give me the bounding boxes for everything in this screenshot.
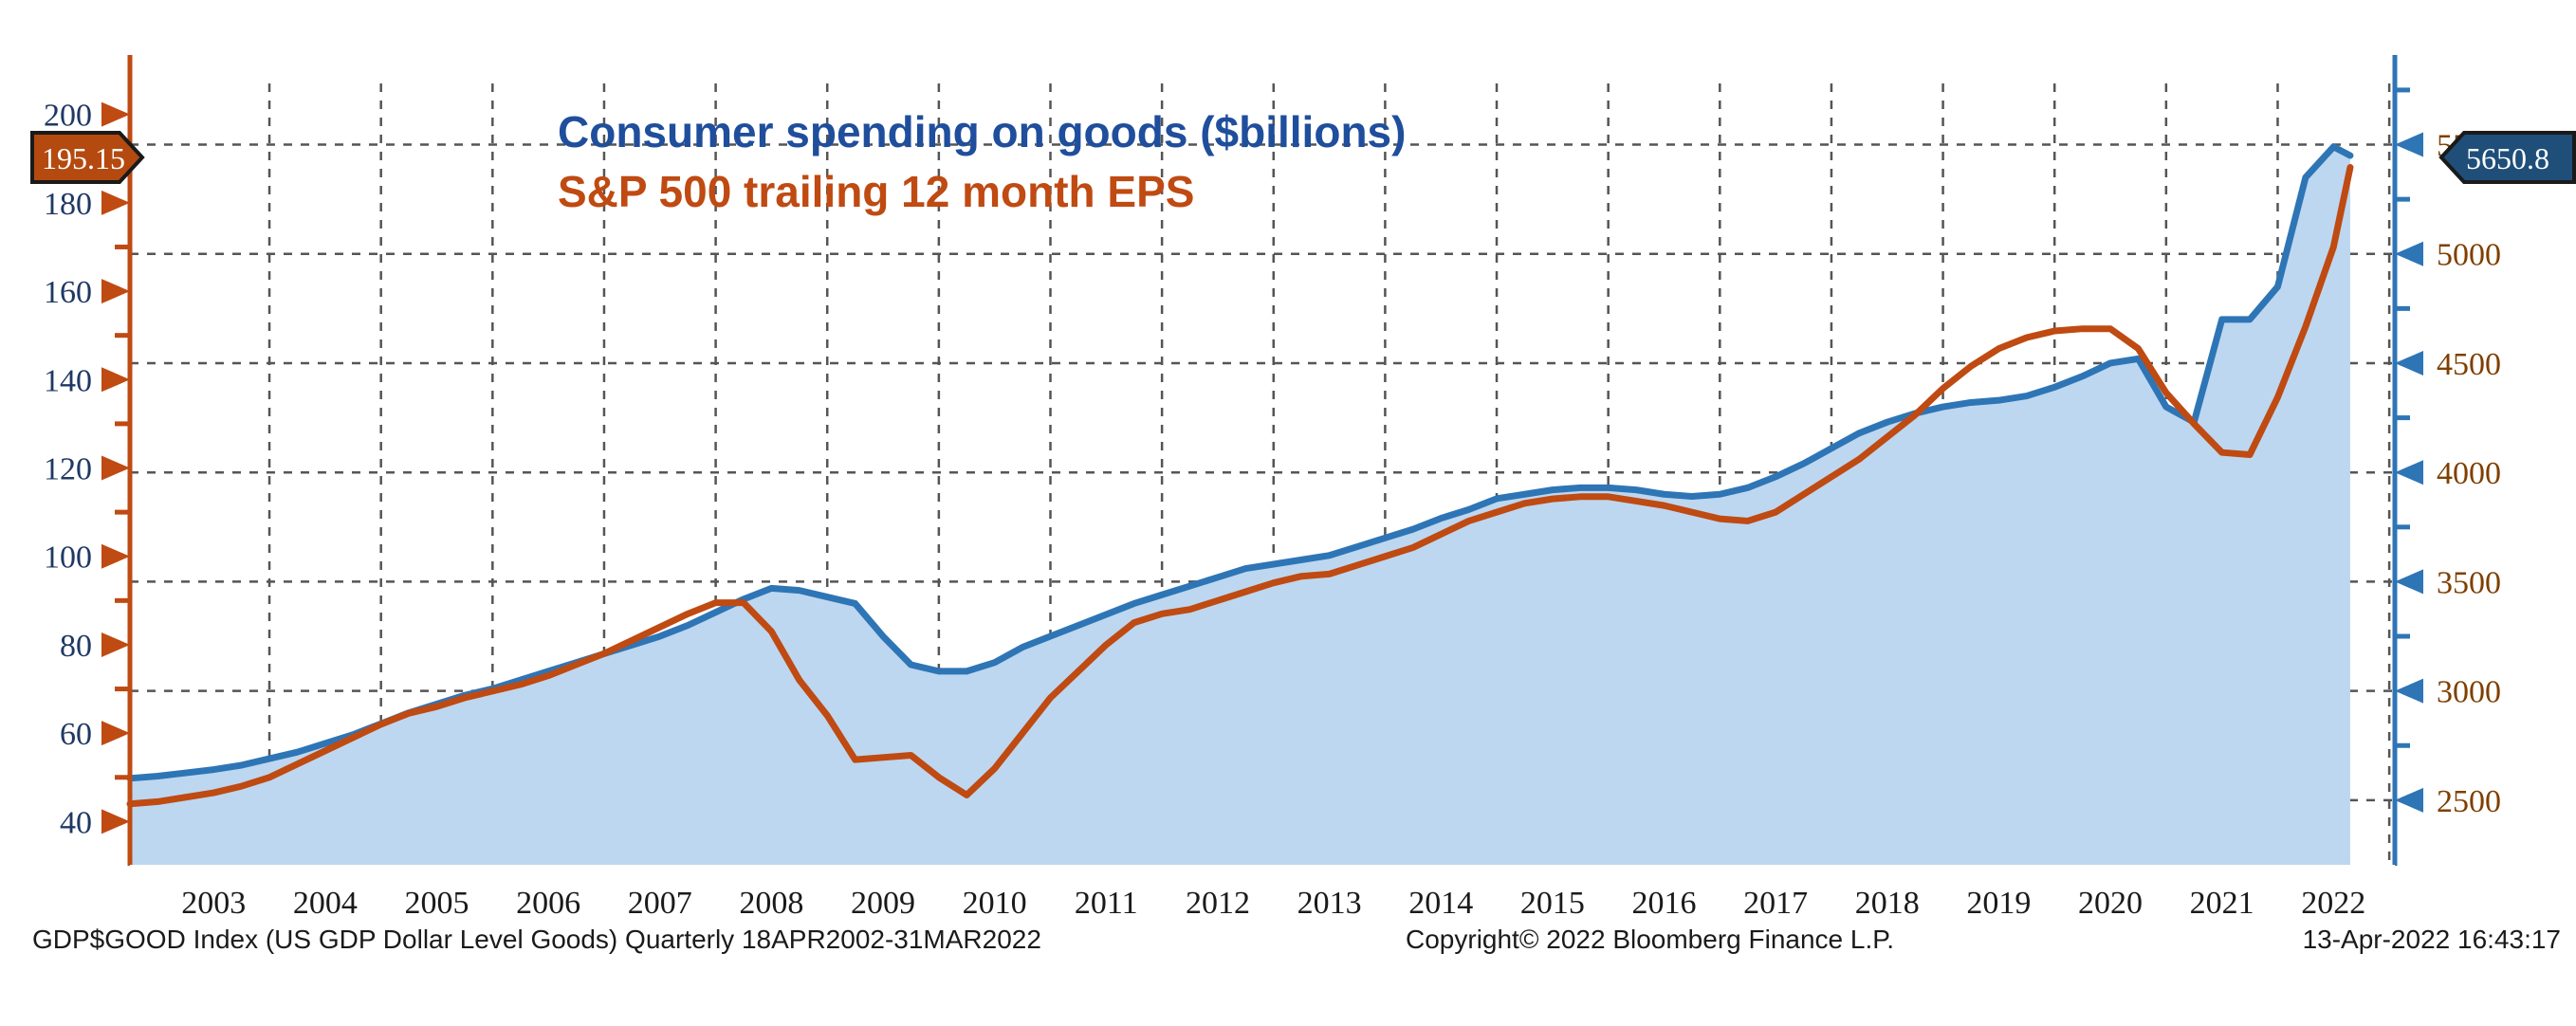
x-axis-tick-2005: 2005 — [404, 886, 469, 921]
x-axis-tick-2014: 2014 — [1408, 886, 1473, 921]
footer-source: GDP$GOOD Index (US GDP Dollar Level Good… — [32, 925, 1041, 954]
x-axis-tick-2010: 2010 — [963, 886, 1027, 921]
left-axis-tick-40: 40 — [60, 805, 92, 840]
x-axis-tick-2022: 2022 — [2301, 886, 2365, 921]
x-axis-tick-2021: 2021 — [2190, 886, 2254, 921]
axes — [101, 55, 2423, 867]
left-axis-tick-120: 120 — [44, 452, 92, 487]
right-value-badge: 5650.8 — [2438, 131, 2576, 184]
right-axis-tick-5000: 5000 — [2437, 238, 2501, 273]
chart-title-line1: Consumer spending on goods ($billions) — [558, 107, 1406, 156]
chart-title-line2: S&P 500 trailing 12 month EPS — [558, 167, 1194, 216]
axis-tick-labels: 2001801601401201008060405500500045004000… — [44, 99, 2501, 921]
right-axis-tick-4000: 4000 — [2437, 456, 2501, 491]
x-axis-tick-2009: 2009 — [851, 886, 915, 921]
right-axis-tick-4500: 4500 — [2437, 347, 2501, 382]
footer-copyright: Copyright© 2022 Bloomberg Finance L.P. — [1406, 925, 1894, 954]
x-axis-tick-2013: 2013 — [1297, 886, 1362, 921]
x-axis-tick-2012: 2012 — [1186, 886, 1250, 921]
series-lines — [126, 143, 2354, 808]
right-badge-value: 5650.8 — [2466, 141, 2549, 175]
x-axis-tick-2020: 2020 — [2078, 886, 2143, 921]
x-axis-tick-2019: 2019 — [1966, 886, 2031, 921]
left-axis-tick-80: 80 — [60, 629, 92, 664]
x-axis-tick-2011: 2011 — [1075, 886, 1138, 921]
x-axis-tick-2015: 2015 — [1520, 886, 1585, 921]
right-axis-tick-3500: 3500 — [2437, 565, 2501, 600]
left-axis-tick-140: 140 — [44, 363, 92, 398]
footer-timestamp: 13-Apr-2022 16:43:17 — [2303, 925, 2561, 954]
x-axis-tick-2017: 2017 — [1743, 886, 1808, 921]
x-axis-tick-2004: 2004 — [293, 886, 358, 921]
left-axis-tick-160: 160 — [44, 275, 92, 310]
x-axis-tick-2007: 2007 — [628, 886, 692, 921]
right-axis-tick-3000: 3000 — [2437, 675, 2501, 710]
x-axis-tick-2016: 2016 — [1631, 886, 1696, 921]
x-axis-tick-2018: 2018 — [1855, 886, 1920, 921]
x-axis-tick-2003: 2003 — [181, 886, 246, 921]
left-axis-tick-180: 180 — [44, 187, 92, 222]
x-axis-tick-2006: 2006 — [516, 886, 580, 921]
left-value-badge: 195.15 — [30, 131, 145, 184]
right-axis-tick-2500: 2500 — [2437, 784, 2501, 819]
left-badge-value: 195.15 — [42, 141, 125, 175]
x-axis-tick-2008: 2008 — [739, 886, 803, 921]
series-area-consumer-spending — [130, 146, 2350, 866]
left-axis-tick-60: 60 — [60, 717, 92, 752]
left-axis-tick-100: 100 — [44, 540, 92, 576]
left-axis-tick-200: 200 — [44, 99, 92, 134]
